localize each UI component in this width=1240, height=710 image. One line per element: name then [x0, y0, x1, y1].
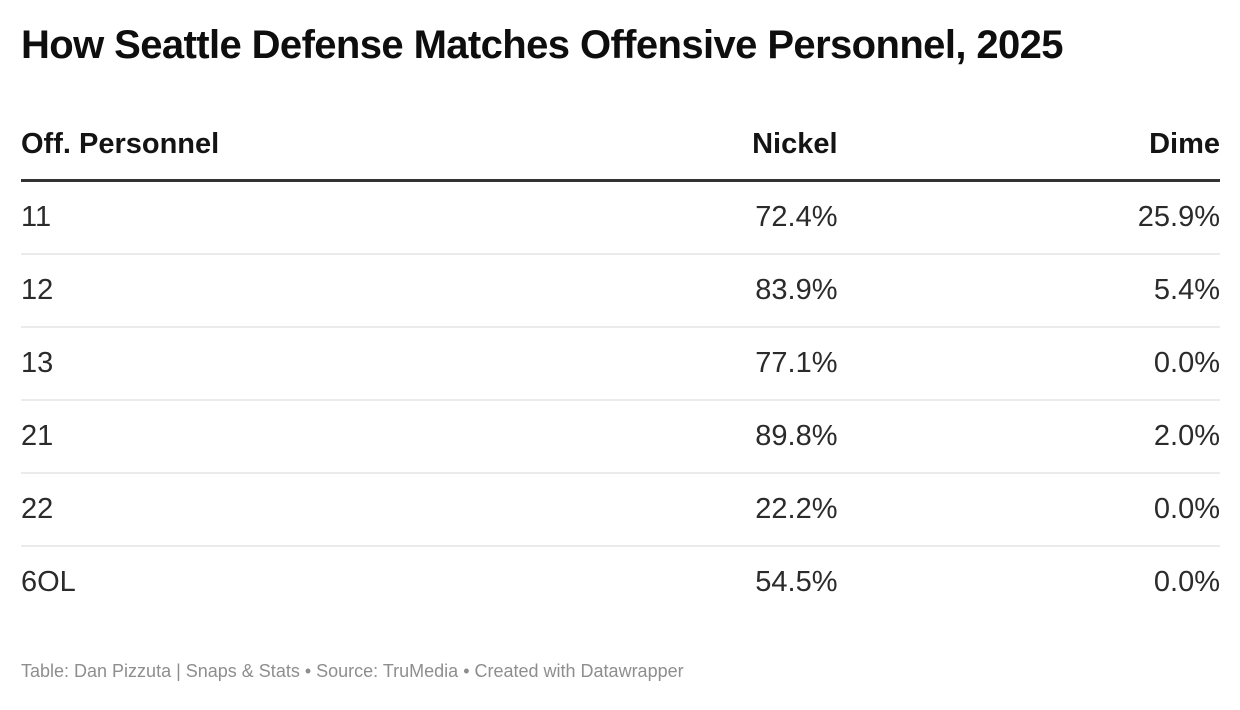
- cell-dime: 0.0%: [837, 327, 1220, 401]
- cell-nickel: 54.5%: [755, 566, 838, 598]
- cell-dime: 0.0%: [837, 473, 1220, 547]
- cell-personnel: 21: [21, 400, 561, 474]
- cell-personnel: 11: [21, 180, 561, 255]
- cell-nickel: 83.9%: [560, 254, 838, 328]
- cell-nickel: 89.8%: [560, 400, 838, 474]
- table-row: 11 72.4% 25.9%: [21, 180, 1220, 255]
- cell-personnel: 13: [21, 327, 561, 401]
- personnel-table: Off. Personnel Nickel Dime 11 72.4% 25.9…: [21, 106, 1220, 618]
- table-row: 6OL 54.5% 0.0%: [21, 546, 1220, 618]
- cell-dime: 5.4%: [837, 254, 1220, 328]
- cell-dime: 25.9%: [837, 180, 1220, 255]
- cell-nickel: 72.4%: [560, 180, 838, 255]
- attribution-footer: Table: Dan Pizzuta | Snaps & Stats • Sou…: [21, 661, 684, 681]
- column-header-off-personnel: Off. Personnel: [21, 106, 561, 182]
- column-header-dime: Dime: [837, 106, 1220, 182]
- table-row: 12 83.9% 5.4%: [21, 254, 1220, 328]
- table-row: 22 22.2% 0.0%: [21, 473, 1220, 547]
- table-row: 21 89.8% 2.0%: [21, 400, 1220, 474]
- cell-personnel: 12: [21, 254, 561, 328]
- datawrapper-table-chart: How Seattle Defense Matches Offensive Pe…: [21, 23, 1220, 681]
- cell-personnel: 6OL: [21, 566, 76, 598]
- table-row: 13 77.1% 0.0%: [21, 327, 1220, 401]
- header-row: Off. Personnel Nickel Dime: [21, 106, 1220, 182]
- cell-dime: 2.0%: [837, 400, 1220, 474]
- cell-dime: 0.0%: [1153, 566, 1220, 598]
- cell-personnel: 22: [21, 473, 561, 547]
- cell-nickel: 22.2%: [560, 473, 838, 547]
- column-header-nickel: Nickel: [560, 106, 838, 182]
- chart-title: How Seattle Defense Matches Offensive Pe…: [21, 23, 1064, 67]
- cell-nickel: 77.1%: [560, 327, 838, 401]
